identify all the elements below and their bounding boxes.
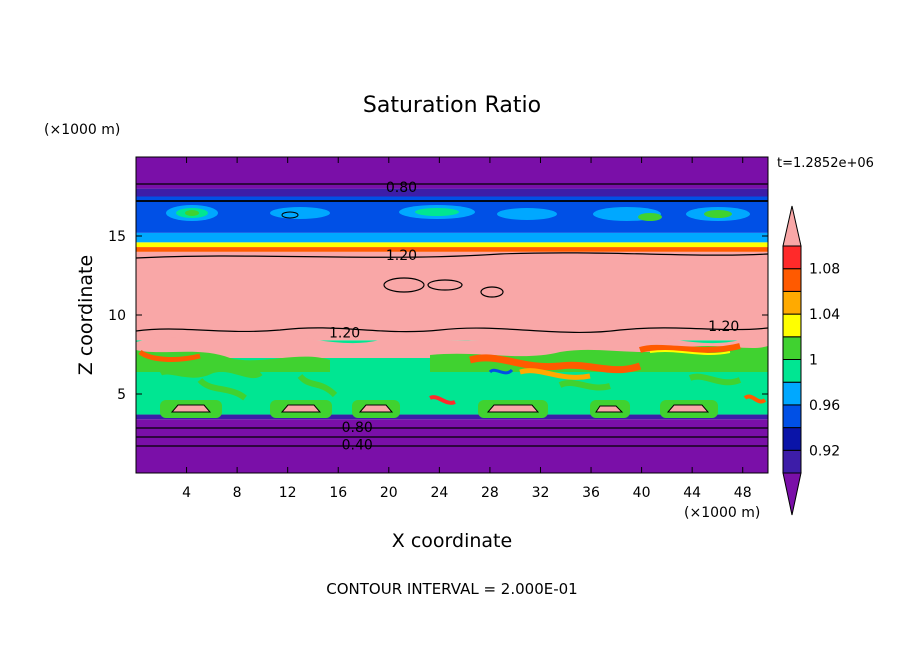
y-axis-label: Z coordinate	[75, 255, 97, 375]
colorbar-low-arrow	[782, 472, 802, 516]
x-tick-label-20: 20	[380, 485, 398, 501]
chart-title: Saturation Ratio	[363, 93, 541, 118]
saturation-bands	[136, 157, 768, 473]
colorbar-segment-1	[782, 427, 802, 451]
colorbar-segment-0	[782, 449, 802, 474]
saturation-features	[136, 183, 768, 447]
contour-label-2: 1.20	[329, 325, 360, 341]
x-tick-label-16: 16	[329, 485, 347, 501]
y-tick-label-5: 5	[117, 387, 126, 403]
band-5	[136, 242, 768, 248]
colorbar-segment-9	[782, 245, 802, 270]
colorbar-label-4: 1.08	[809, 262, 840, 278]
x-axis-label: X coordinate	[392, 530, 512, 552]
x-tick-label-28: 28	[481, 485, 499, 501]
band-6	[136, 232, 768, 243]
contour-label-4: 0.80	[342, 420, 373, 436]
colorbar-high-arrow	[782, 205, 802, 247]
y-unit-label: (×1000 m)	[44, 122, 120, 138]
contour-label-3: 1.20	[708, 319, 739, 335]
colorbar-label-0: 0.92	[809, 443, 840, 459]
band-4	[136, 247, 768, 252]
band-9	[136, 157, 768, 189]
x-tick-label-4: 4	[182, 485, 191, 501]
colorbar-segment-4	[782, 359, 802, 383]
x-tick-label-8: 8	[233, 485, 242, 501]
colorbar-label-2: 1	[809, 353, 818, 369]
x-axis: 4 8 12 16 20 24 28 32 36 40 44 48	[182, 157, 752, 501]
x-tick-label-12: 12	[279, 485, 297, 501]
band-8	[136, 188, 768, 197]
colorbar-segment-6	[782, 313, 802, 338]
band-1	[136, 414, 768, 420]
x-tick-label-36: 36	[582, 485, 600, 501]
contour-label-0: 0.80	[386, 180, 417, 196]
colorbar-label-3: 1.04	[809, 307, 840, 323]
contour-labels: 0.80 1.20 1.20 1.20 0.80 0.40	[329, 180, 739, 454]
colorbar-segment-2	[782, 404, 802, 429]
x-tick-label-44: 44	[683, 485, 701, 501]
band-3	[136, 251, 768, 341]
colorbar-segment-5	[782, 336, 802, 360]
x-tick-label-32: 32	[532, 485, 550, 501]
x-tick-label-40: 40	[633, 485, 651, 501]
colorbar-segment-8	[782, 268, 802, 292]
x-tick-label-48: 48	[734, 485, 752, 501]
colorbar-segment-7	[782, 290, 802, 315]
time-label: t=1.2852e+06	[777, 156, 874, 171]
contour-plot-area: 0.80 1.20 1.20 1.20 0.80 0.40	[136, 157, 768, 473]
colorbar-segment-3	[782, 381, 802, 406]
colorbar-label-1: 0.96	[809, 398, 840, 414]
x-unit-label: (×1000 m)	[684, 505, 760, 521]
contour-label-5: 0.40	[342, 438, 373, 454]
colorbar: 0.92 0.96 1 1.04 1.08	[782, 205, 840, 516]
y-tick-label-15: 15	[108, 229, 126, 245]
y-tick-label-10: 10	[108, 308, 126, 324]
x-tick-label-24: 24	[430, 485, 448, 501]
contour-label-1: 1.20	[386, 248, 417, 264]
contour-interval-note: CONTOUR INTERVAL = 2.000E-01	[326, 580, 577, 598]
y-axis: 5 10 15	[108, 229, 768, 403]
